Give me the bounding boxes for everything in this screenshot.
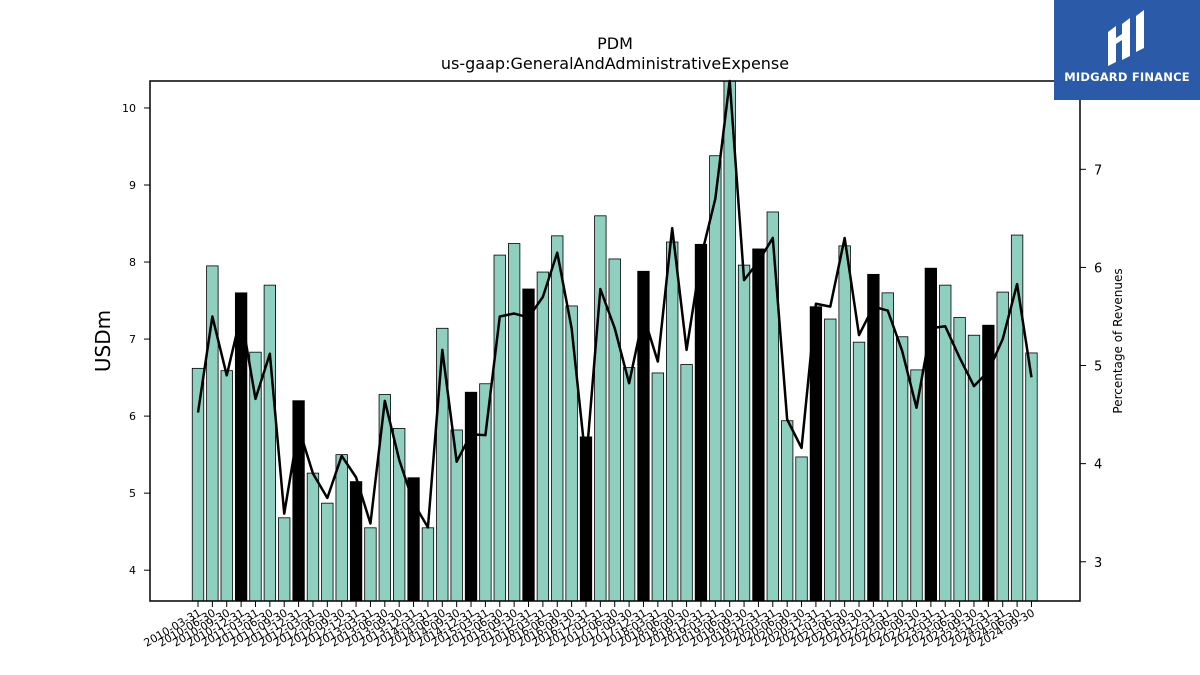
bar-2014-06-30: [436, 327, 449, 602]
bar-2016-03-31: [536, 271, 550, 602]
bar-2021-06-30: [838, 245, 851, 602]
left-axis-ticks: 4 5 6 7 8 9 10: [122, 102, 150, 577]
bar-2022-12-31: [924, 267, 938, 602]
chart-subtitle: us-gaap:GeneralAndAdministrativeExpense: [441, 54, 789, 73]
y-axis-label: USDm: [91, 310, 115, 372]
right-tick-label: 6: [1094, 261, 1102, 276]
bar-2019-06-30: [723, 80, 736, 602]
left-tick-label: 9: [129, 179, 136, 192]
left-tick-label: 5: [129, 487, 136, 500]
bar-2013-09-30: [393, 428, 406, 602]
left-tick-label: 8: [129, 256, 136, 269]
bar-2014-03-31: [421, 527, 435, 602]
bar-2024-09-30: [1025, 352, 1038, 602]
bar-2010-09-30: [220, 370, 233, 602]
bar-2012-09-30: [335, 454, 348, 602]
logo-mark-icon: [1108, 10, 1144, 66]
bar-2021-03-31: [824, 318, 837, 602]
bar-2013-03-31: [364, 527, 377, 602]
bar-2022-03-31: [881, 292, 894, 602]
bar-2017-09-30: [622, 367, 636, 602]
left-tick-label: 4: [129, 564, 136, 577]
left-tick-label: 6: [129, 410, 136, 423]
bar-2015-03-31: [479, 383, 492, 602]
bar-2012-06-30: [321, 502, 334, 602]
bar-2021-12-31: [867, 273, 880, 602]
ratio-line: [196, 79, 1033, 529]
right-tick-label: 4: [1094, 458, 1102, 473]
bar-2019-12-31: [752, 248, 765, 602]
bar-2017-03-31: [594, 215, 607, 602]
bar-2011-09-30: [278, 517, 291, 602]
bar-2012-12-31: [349, 481, 363, 602]
bar-2015-12-31: [522, 288, 535, 602]
left-tick-label: 10: [122, 102, 136, 115]
bar-2018-12-31: [694, 243, 708, 602]
bar-2015-09-30: [507, 243, 521, 602]
right-tick-label: 5: [1094, 360, 1102, 375]
right-axis-ticks: 3 4 5 6 7: [1080, 163, 1102, 571]
bar-2022-06-30: [895, 336, 909, 602]
right-tick-label: 7: [1094, 163, 1102, 178]
bar-2017-06-30: [608, 258, 621, 602]
chart-title: PDM: [597, 34, 633, 53]
right-tick-label: 3: [1094, 556, 1102, 571]
bar-2012-03-31: [306, 472, 320, 602]
logo-text: MIDGARD FINANCE: [1064, 70, 1190, 84]
bar-2018-09-30: [680, 364, 693, 602]
bar-2013-12-31: [407, 477, 420, 602]
x-axis-ticks: 2010-03-312010-06-302010-09-302010-12-31…: [142, 601, 1037, 650]
bar-2023-12-31: [982, 324, 995, 602]
bar-2010-03-31: [191, 367, 205, 602]
bar-2021-09-30: [852, 341, 866, 602]
bar-2011-06-30: [263, 284, 277, 602]
y2-axis-label: Percentage of Revenues: [1111, 268, 1125, 413]
left-tick-label: 7: [129, 333, 136, 346]
bar-2014-12-31: [464, 391, 478, 602]
bar-2018-06-30: [666, 241, 679, 602]
bar-2018-03-31: [651, 372, 664, 602]
bar-2023-09-30: [967, 334, 981, 602]
bar-2015-06-30: [493, 254, 506, 602]
bar-2016-09-30: [565, 305, 578, 602]
bar-2020-03-31: [766, 211, 779, 602]
brand-logo: MIDGARD FINANCE: [1054, 0, 1200, 100]
bars: [191, 80, 1038, 602]
bar-2020-06-30: [781, 420, 794, 602]
bar-2019-09-30: [737, 264, 751, 602]
bar-2020-09-30: [795, 456, 808, 602]
bar-2016-06-30: [551, 235, 564, 602]
bar-2019-03-31: [709, 155, 722, 602]
